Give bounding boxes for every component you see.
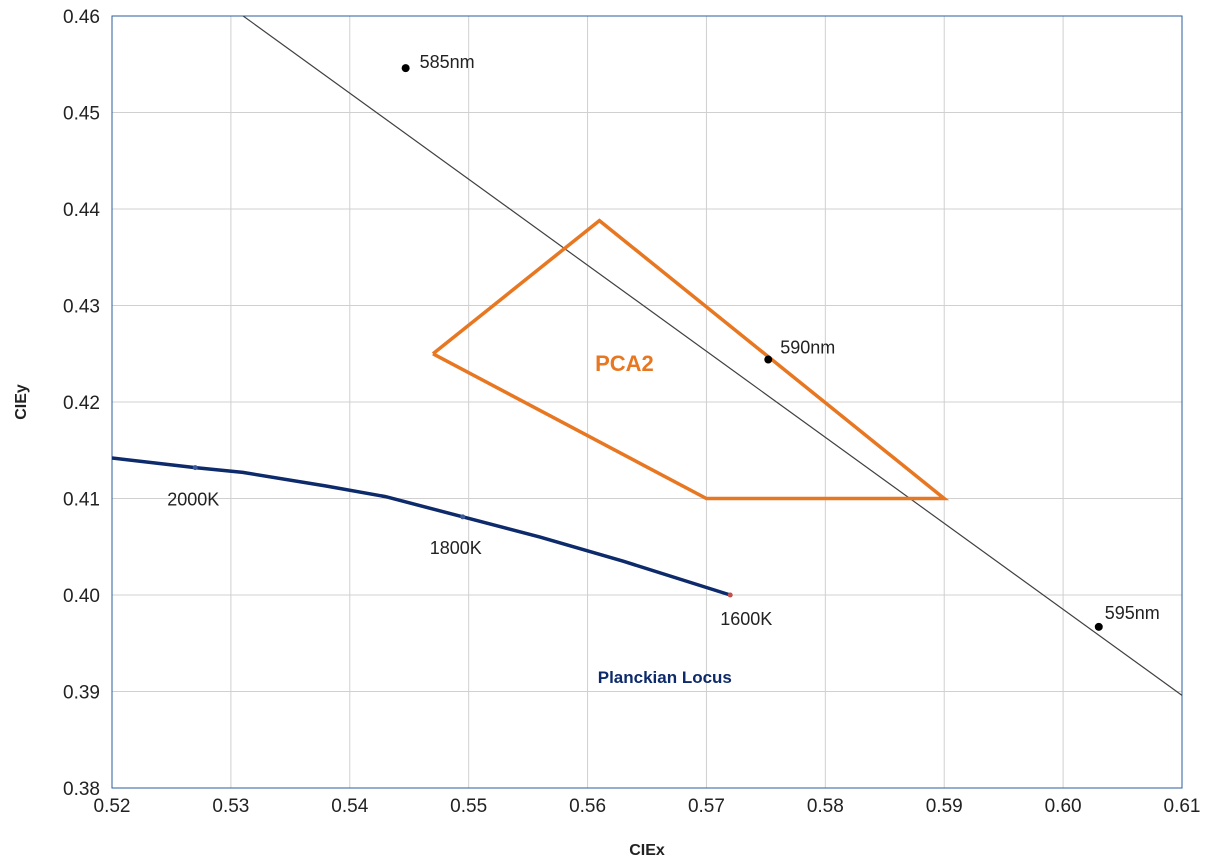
x-tick-label: 0.61	[1164, 796, 1201, 817]
y-tick-label: 0.45	[63, 104, 100, 125]
spectral-point	[764, 355, 773, 364]
series	[112, 16, 1182, 696]
x-tick-label: 0.59	[926, 796, 963, 817]
planckian-point	[460, 514, 466, 520]
spectral-point-label: 595nm	[1105, 603, 1160, 623]
planckian-locus-line	[112, 456, 731, 597]
spectral-locus-line	[242, 16, 1182, 696]
planckian-point-label: 1600K	[720, 609, 772, 629]
y-tick-label: 0.46	[63, 7, 100, 28]
x-tick-label: 0.58	[807, 796, 844, 817]
y-tick-label: 0.39	[63, 683, 100, 704]
y-tick-label: 0.42	[63, 393, 100, 414]
x-axis-title: CIEx	[629, 842, 665, 859]
planckian-locus-title: Planckian Locus	[598, 668, 732, 687]
y-axis-title: CIEy	[13, 384, 30, 420]
points	[192, 64, 1103, 631]
planckian-point	[192, 465, 198, 471]
x-tick-label: 0.55	[450, 796, 487, 817]
x-tick-label: 0.53	[212, 796, 249, 817]
planckian-point-label: 2000K	[167, 490, 219, 510]
x-axis-ticks: 0.52 0.53 0.54 0.55 0.56 0.57 0.58 0.59 0.60 0.61	[94, 796, 1201, 817]
pca2-region-outline	[431, 218, 950, 501]
plot-frame	[111, 15, 1183, 789]
y-tick-label: 0.40	[63, 586, 100, 607]
x-tick-label: 0.57	[688, 796, 725, 817]
x-tick-label: 0.52	[94, 796, 131, 817]
spectral-point-label: 590nm	[780, 338, 835, 358]
y-tick-label: 0.41	[63, 490, 100, 511]
y-tick-label: 0.43	[63, 297, 100, 318]
x-tick-label: 0.54	[331, 796, 368, 817]
x-tick-label: 0.56	[569, 796, 606, 817]
planckian-point-label: 1800K	[430, 538, 482, 558]
planckian-point	[727, 592, 733, 598]
pca2-label: PCA2	[595, 351, 654, 376]
spectral-point-label: 585nm	[420, 52, 475, 72]
x-tick-label: 0.60	[1045, 796, 1082, 817]
y-tick-label: 0.44	[63, 200, 100, 221]
spectral-point	[1094, 622, 1103, 631]
y-axis-ticks: 0.38 0.39 0.40 0.41 0.42 0.43 0.44 0.45 0.46	[63, 7, 100, 800]
y-tick-label: 0.38	[63, 779, 100, 800]
labels: PCA2 585nm 590nm 595nm 2000K 1800K 1600K Planck…	[167, 52, 1160, 687]
spectral-point	[401, 64, 410, 73]
